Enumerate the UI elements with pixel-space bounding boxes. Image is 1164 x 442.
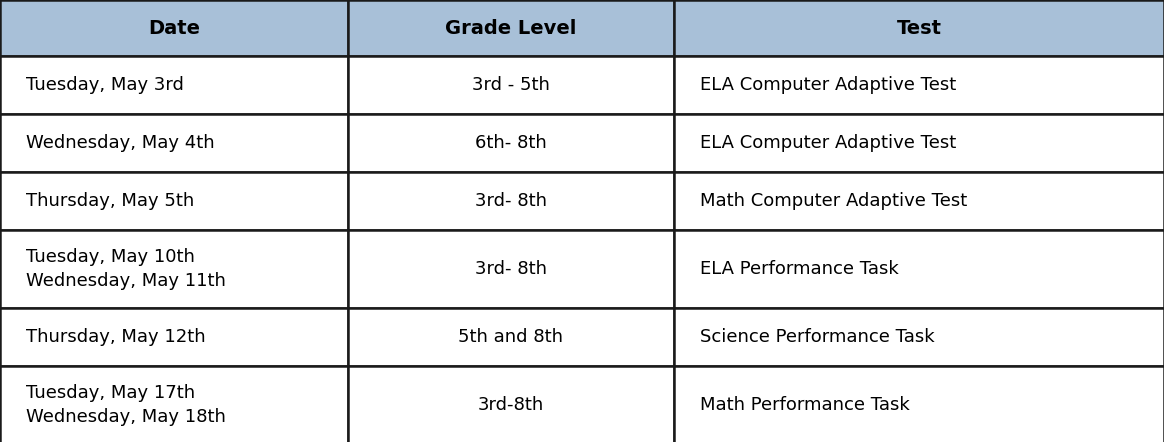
Bar xyxy=(0,0,348,56)
Text: Test: Test xyxy=(896,19,942,38)
Bar xyxy=(348,230,674,308)
Bar xyxy=(674,308,1164,366)
Bar xyxy=(0,172,348,230)
Text: Tuesday, May 17th
Wednesday, May 18th: Tuesday, May 17th Wednesday, May 18th xyxy=(26,384,226,427)
Bar xyxy=(0,366,348,442)
Text: Tuesday, May 3rd: Tuesday, May 3rd xyxy=(26,76,184,94)
Text: Tuesday, May 10th
Wednesday, May 11th: Tuesday, May 10th Wednesday, May 11th xyxy=(26,248,226,290)
Bar xyxy=(348,56,674,114)
Bar xyxy=(674,172,1164,230)
Bar xyxy=(0,56,348,114)
Text: Thursday, May 5th: Thursday, May 5th xyxy=(26,192,194,210)
Bar xyxy=(348,366,674,442)
Text: 6th- 8th: 6th- 8th xyxy=(475,134,547,152)
Bar xyxy=(674,366,1164,442)
Text: 3rd - 5th: 3rd - 5th xyxy=(473,76,549,94)
Text: Science Performance Task: Science Performance Task xyxy=(700,328,935,346)
Bar xyxy=(348,172,674,230)
Text: ELA Computer Adaptive Test: ELA Computer Adaptive Test xyxy=(700,134,956,152)
Bar xyxy=(0,230,348,308)
Text: Grade Level: Grade Level xyxy=(446,19,576,38)
Text: Math Computer Adaptive Test: Math Computer Adaptive Test xyxy=(700,192,967,210)
Text: Thursday, May 12th: Thursday, May 12th xyxy=(26,328,205,346)
Bar xyxy=(0,114,348,172)
Bar xyxy=(674,56,1164,114)
Bar xyxy=(348,308,674,366)
Bar xyxy=(348,0,674,56)
Text: Math Performance Task: Math Performance Task xyxy=(700,396,909,414)
Text: 3rd- 8th: 3rd- 8th xyxy=(475,260,547,278)
Text: 5th and 8th: 5th and 8th xyxy=(459,328,563,346)
Bar xyxy=(674,230,1164,308)
Text: Date: Date xyxy=(148,19,200,38)
Text: ELA Computer Adaptive Test: ELA Computer Adaptive Test xyxy=(700,76,956,94)
Text: Wednesday, May 4th: Wednesday, May 4th xyxy=(26,134,214,152)
Bar xyxy=(348,114,674,172)
Text: 3rd-8th: 3rd-8th xyxy=(478,396,544,414)
Text: 3rd- 8th: 3rd- 8th xyxy=(475,192,547,210)
Bar xyxy=(674,114,1164,172)
Bar xyxy=(0,308,348,366)
Bar xyxy=(674,0,1164,56)
Text: ELA Performance Task: ELA Performance Task xyxy=(700,260,899,278)
